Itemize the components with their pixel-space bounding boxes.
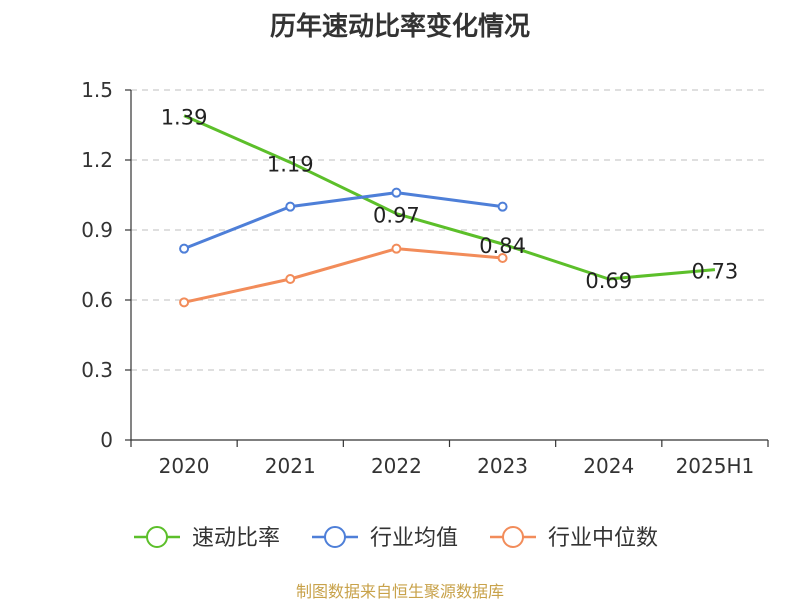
- data-point: [285, 201, 296, 212]
- chart-title: 历年速动比率变化情况: [269, 12, 530, 42]
- legend: 速动比率 行业均值 行业中位数: [134, 526, 658, 551]
- data-label: 1.19: [267, 152, 314, 176]
- source-note: 制图数据来自恒生聚源数据库: [295, 582, 504, 601]
- data-label: 0.84: [479, 234, 526, 258]
- legend-item: 行业均值: [312, 526, 458, 551]
- data-label: 0.97: [373, 204, 420, 228]
- x-tick-label: 2020: [159, 454, 210, 478]
- y-tick-label: 0.3: [81, 358, 113, 382]
- legend-label: 速动比率: [192, 526, 280, 551]
- series-lines: [179, 114, 716, 308]
- x-tick-label: 2021: [265, 454, 316, 478]
- data-point: [179, 243, 190, 254]
- x-tick-label: 2024: [583, 454, 634, 478]
- legend-marker: [324, 526, 346, 548]
- series-line: [183, 191, 503, 251]
- data-labels: 1.39 1.19 0.97 0.84 0.69 0.73: [161, 106, 739, 293]
- y-tick-label: 1.5: [81, 78, 113, 102]
- legend-label: 行业中位数: [548, 526, 658, 551]
- legend-label: 行业均值: [370, 526, 458, 551]
- y-tick-label: 1.2: [81, 148, 113, 172]
- data-label: 0.73: [692, 260, 739, 284]
- legend-marker: [502, 526, 524, 548]
- x-tick-label: 2023: [477, 454, 528, 478]
- y-tick-label: 0.6: [81, 288, 113, 312]
- x-tick-label: 2025H1: [676, 454, 755, 478]
- data-point: [497, 253, 508, 263]
- axes: 0 0.3 0.6 0.9 1.2 1.5 2020 2021 2022 2023 2024 2025…: [81, 78, 769, 478]
- data-point: [391, 187, 402, 198]
- data-label: 1.39: [161, 106, 208, 130]
- series-line: [183, 247, 503, 304]
- legend-item: 速动比率: [134, 526, 280, 551]
- y-tick-label: 0: [100, 428, 113, 452]
- data-point: [179, 297, 190, 308]
- y-tick-label: 0.9: [81, 218, 113, 242]
- data-label: 0.69: [585, 269, 632, 293]
- x-tick-label: 2022: [371, 454, 422, 478]
- legend-item: 行业中位数: [490, 526, 658, 551]
- series-line: [183, 114, 716, 281]
- legend-marker: [146, 526, 168, 548]
- grid-lines: [131, 89, 768, 371]
- data-point: [391, 243, 402, 254]
- data-point: [285, 274, 296, 284]
- data-point: [497, 201, 508, 212]
